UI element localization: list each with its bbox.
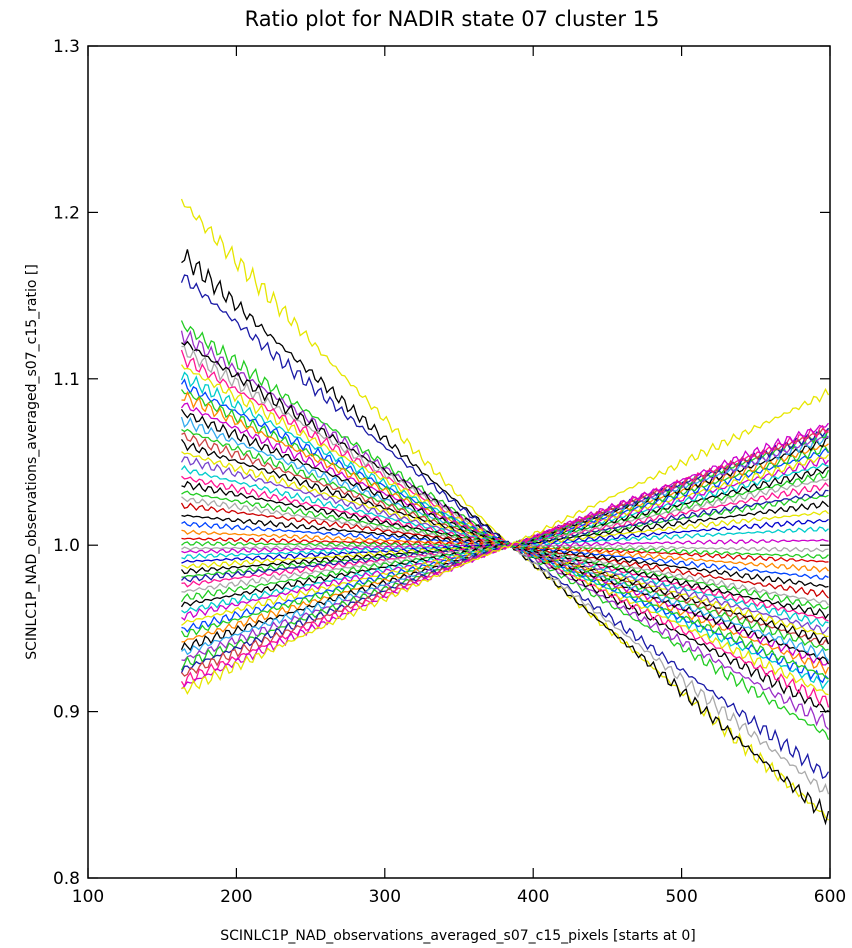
plot-frame [87, 45, 831, 879]
y-tick-label: 0.9 [53, 703, 80, 723]
y-tick-label: 1.3 [53, 37, 80, 57]
y-tick-label: 1.2 [53, 203, 80, 223]
x-tick-label: 200 [220, 887, 252, 907]
series-layer [180, 198, 830, 826]
x-tick-label: 100 [72, 887, 104, 907]
y-tick-label: 1.0 [53, 536, 80, 556]
series-line [181, 345, 830, 795]
y-axis-label: SCINLC1P_NAD_observations_averaged_s07_c… [24, 264, 40, 660]
series-line [180, 416, 830, 662]
series-line [181, 510, 829, 569]
series-line [180, 378, 829, 684]
x-tick-label: 600 [814, 887, 846, 907]
series-line [181, 387, 830, 695]
series-line [181, 481, 829, 588]
y-tick-label: 1.1 [53, 370, 80, 390]
chart-title: Ratio plot for NADIR state 07 cluster 15 [245, 7, 660, 31]
series-line [181, 422, 830, 690]
series-line [180, 274, 830, 780]
x-tick-label: 400 [517, 887, 549, 907]
series-line [180, 469, 830, 603]
y-tick-label: 0.8 [53, 869, 80, 889]
x-axis: 100 200 300 400 500 600 [72, 46, 846, 907]
x-axis-label: SCINLC1P_NAD_observations_averaged_s07_c… [220, 928, 696, 944]
x-tick-label: 500 [665, 887, 697, 907]
series-line [181, 340, 829, 714]
x-tick-label: 300 [369, 887, 401, 907]
y-axis: 0.8 0.9 1.0 1.1 1.2 1.3 [53, 37, 830, 889]
